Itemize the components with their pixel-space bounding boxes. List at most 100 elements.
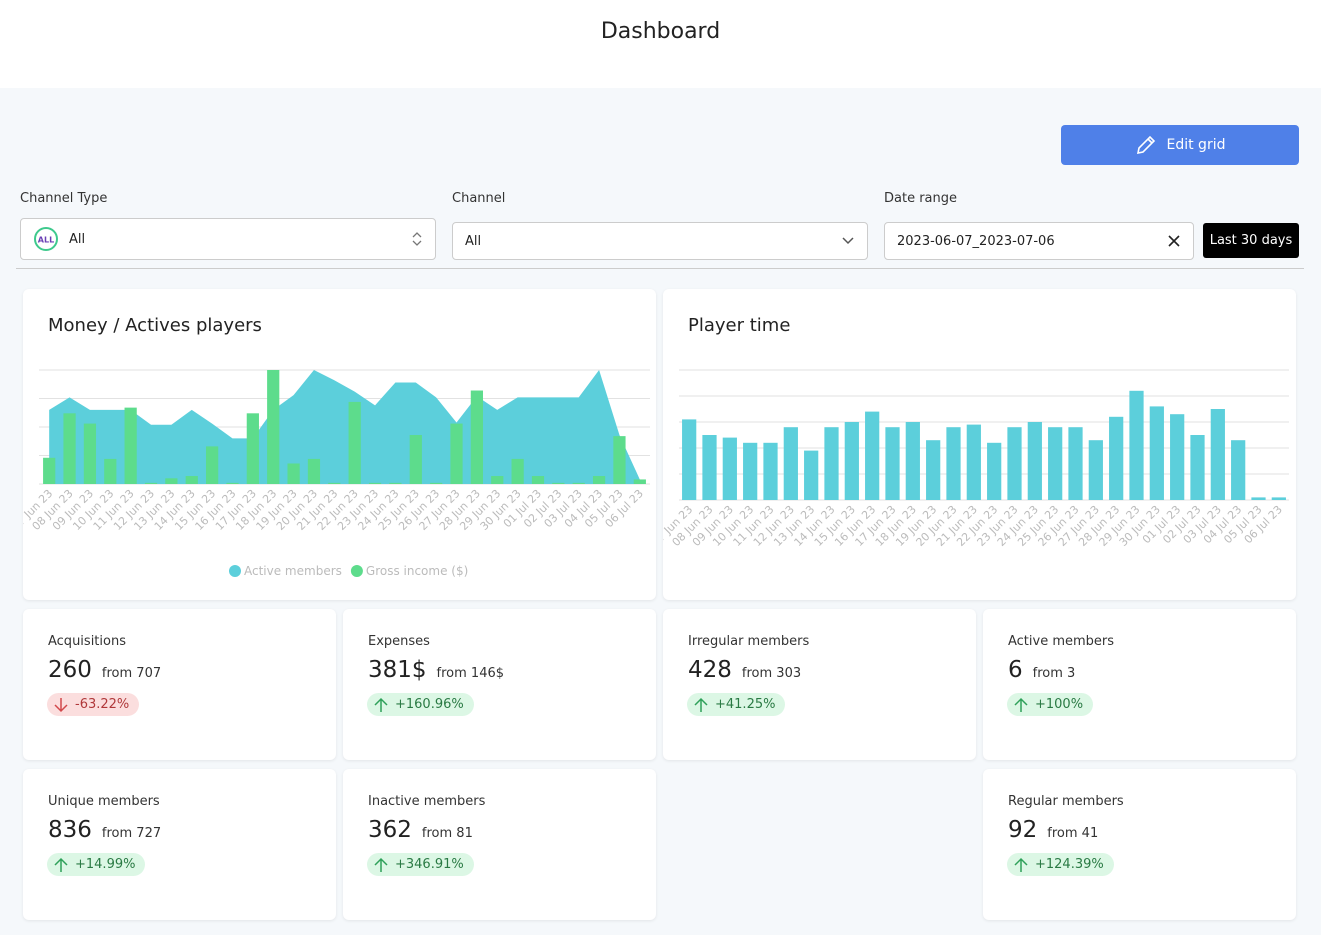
stat-value-row: 836 from 727 <box>48 817 161 843</box>
bar <box>1170 414 1185 500</box>
bar <box>865 411 880 500</box>
stat-change: +100% <box>1007 693 1094 716</box>
bar <box>633 479 646 484</box>
date-range-input[interactable]: 2023-06-07_2023-07-06 <box>884 222 1194 260</box>
clear-icon[interactable] <box>1167 234 1181 248</box>
arrow-shape <box>374 857 388 872</box>
bar <box>1251 497 1266 500</box>
stat-change-label: -63.22% <box>75 697 130 712</box>
legend-label: Active members <box>244 564 342 578</box>
chart-title: Money / Actives players <box>48 315 262 336</box>
stat-value-row: 6 from 3 <box>1008 657 1075 683</box>
filter-label: Channel <box>452 191 506 206</box>
trend-arrow <box>374 697 388 712</box>
bar <box>885 427 900 500</box>
arrow-shape <box>1014 857 1028 872</box>
stat-title: Active members <box>1008 634 1115 649</box>
select-value: All <box>69 231 86 247</box>
stat-value: 260 <box>48 657 92 683</box>
bar <box>307 458 321 484</box>
stat-card: Irregular members 428 from 303 +41.25% <box>663 609 976 760</box>
bar <box>572 482 585 484</box>
bar <box>763 442 778 500</box>
bar <box>104 458 117 484</box>
bar <box>226 482 239 484</box>
sort-icon <box>412 232 422 246</box>
stat-change-label: +100% <box>1035 697 1084 712</box>
bar <box>43 457 56 484</box>
bar <box>682 419 697 500</box>
all-logo-text: ALL <box>38 236 54 245</box>
stat-value: 836 <box>48 817 92 843</box>
bar <box>905 422 920 500</box>
edit-grid-label: Edit grid <box>1166 137 1226 153</box>
bar <box>1129 390 1144 500</box>
stat-title: Unique members <box>48 794 160 809</box>
stat-from: from 303 <box>741 666 802 681</box>
stat-card: Inactive members 362 from 81 +346.91% <box>343 769 656 920</box>
bar <box>722 437 737 500</box>
stat-title: Irregular members <box>688 634 810 649</box>
bar <box>185 476 198 484</box>
bar <box>1149 406 1164 500</box>
bar <box>1048 427 1063 500</box>
stat-card: Expenses 381$ from 146$ +160.96% <box>343 609 656 760</box>
edit-grid-button[interactable]: Edit grid <box>1061 125 1299 165</box>
stat-title: Expenses <box>368 634 430 649</box>
stat-value-row: 362 from 81 <box>368 817 473 843</box>
chart-title: Player time <box>688 315 791 336</box>
stat-title: Inactive members <box>368 794 486 809</box>
bar <box>844 422 859 500</box>
stat-card: Unique members 836 from 727 +14.99% <box>23 769 336 920</box>
divider <box>16 268 1304 269</box>
stat-value-row: 428 from 303 <box>688 657 801 683</box>
stat-change-label: +124.39% <box>1035 857 1104 872</box>
bar <box>491 476 504 484</box>
chevron-icon <box>842 237 854 245</box>
bar <box>144 482 158 484</box>
bar <box>511 458 524 484</box>
last-30-days-button[interactable]: Last 30 days <box>1203 223 1299 258</box>
select-value: All <box>465 233 482 249</box>
header-title: Dashboard <box>0 0 1321 88</box>
stat-value-row: 92 from 41 <box>1008 817 1098 843</box>
bar <box>389 482 402 484</box>
channel-select[interactable]: All <box>452 222 868 260</box>
bar <box>1231 440 1246 500</box>
bar <box>1190 435 1205 500</box>
bar <box>450 423 463 484</box>
bar <box>926 440 941 500</box>
chart-card: Player time 07 Jun 23 08 Jun 23 09 Jun 23 1… <box>663 289 1296 600</box>
bar <box>946 427 961 500</box>
bar <box>531 476 545 484</box>
bar <box>804 450 819 500</box>
stat-value: 6 <box>1008 657 1023 683</box>
stat-card: Regular members 92 from 41 +124.39% <box>983 769 1296 920</box>
bar <box>368 482 382 484</box>
bar <box>783 427 798 500</box>
legend-swatch <box>229 565 241 577</box>
bar <box>1271 497 1286 500</box>
stat-from: from 3 <box>1032 666 1076 681</box>
stat-card: Acquisitions 260 from 707 -63.22% <box>23 609 336 760</box>
bar <box>824 427 839 500</box>
stat-change: +14.99% <box>47 853 146 876</box>
bar <box>287 463 300 484</box>
stat-title: Regular members <box>1008 794 1124 809</box>
stat-change: +346.91% <box>367 853 474 876</box>
bar <box>1210 409 1225 500</box>
filter-label: Channel Type <box>20 191 108 206</box>
stat-from: from 81 <box>421 826 473 841</box>
trend-arrow <box>374 857 388 872</box>
stat-change: +160.96% <box>367 693 474 716</box>
stat-value: 362 <box>368 817 412 843</box>
chart-card: Money / Actives players 07 Jun 23 08 Jun … <box>23 289 656 600</box>
bar <box>63 413 76 484</box>
bar <box>328 482 341 484</box>
stat-change-label: +41.25% <box>715 697 776 712</box>
trend-arrow <box>1014 697 1028 712</box>
bar <box>613 436 626 484</box>
bar <box>206 446 219 484</box>
channel-type-select[interactable]: ALL All <box>20 218 436 260</box>
